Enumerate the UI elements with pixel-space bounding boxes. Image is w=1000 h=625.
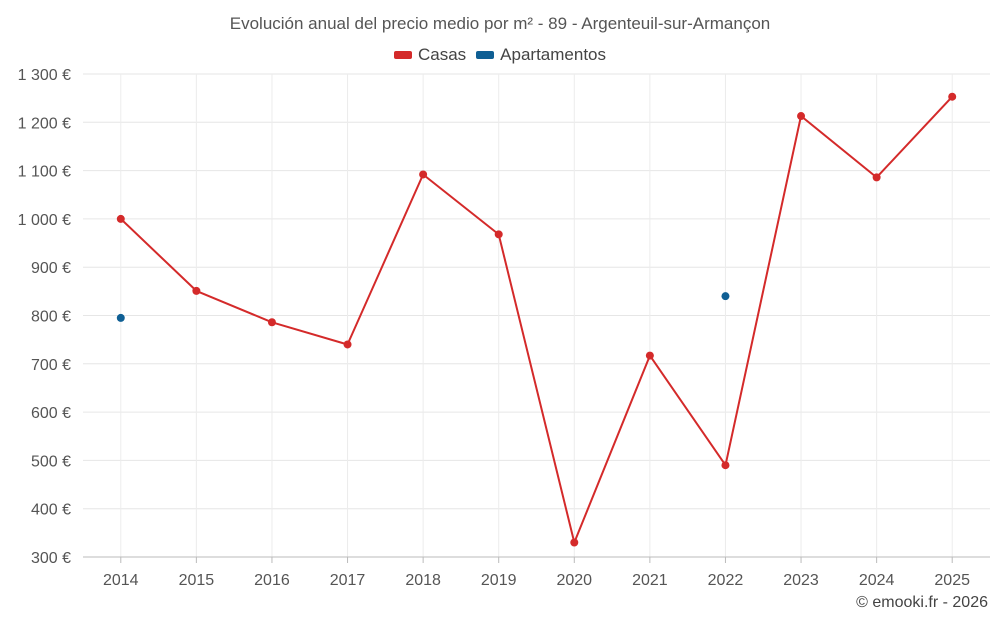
data-point-casas bbox=[192, 286, 201, 295]
series-line-casas bbox=[120, 96, 953, 544]
x-tick-label: 2016 bbox=[254, 572, 290, 589]
y-tick-label: 700 € bbox=[31, 357, 71, 374]
y-tick-label: 1 000 € bbox=[18, 212, 71, 229]
data-point-casas bbox=[419, 170, 428, 179]
y-tick-label: 300 € bbox=[31, 550, 71, 567]
data-point-casas bbox=[570, 538, 579, 547]
credit-text: © emooki.fr - 2026 bbox=[856, 594, 988, 611]
x-tick-label: 2025 bbox=[934, 572, 970, 589]
data-point-casas bbox=[797, 112, 806, 121]
x-tick-label: 2022 bbox=[708, 572, 744, 589]
data-point-casas bbox=[645, 351, 654, 360]
data-point-casas bbox=[267, 318, 276, 327]
data-point-casas bbox=[948, 92, 957, 101]
legend-swatch-casas bbox=[393, 51, 412, 59]
x-tick-label: 2015 bbox=[179, 572, 215, 589]
data-point-casas bbox=[343, 340, 352, 349]
legend-item-apartamentos[interactable]: Apartamentos bbox=[476, 45, 606, 65]
legend-swatch-apartamentos bbox=[476, 51, 495, 59]
data-point-apartamentos bbox=[721, 292, 730, 301]
x-tick-label: 2020 bbox=[556, 572, 592, 589]
y-tick-label: 400 € bbox=[31, 502, 71, 519]
y-tick-label: 900 € bbox=[31, 260, 71, 277]
y-tick-label: 1 300 € bbox=[18, 67, 71, 84]
legend: Casas Apartamentos bbox=[0, 45, 1000, 65]
legend-item-casas[interactable]: Casas bbox=[393, 45, 467, 65]
x-tick-label: 2017 bbox=[330, 572, 366, 589]
x-tick-label: 2018 bbox=[405, 572, 441, 589]
data-point-casas bbox=[872, 173, 881, 182]
x-tick-label: 2014 bbox=[103, 572, 139, 589]
data-point-casas bbox=[116, 214, 125, 223]
data-point-casas bbox=[494, 230, 503, 239]
y-tick-label: 1 100 € bbox=[18, 164, 71, 181]
y-tick-label: 500 € bbox=[31, 453, 71, 470]
x-tick-label: 2019 bbox=[481, 572, 517, 589]
y-tick-label: 800 € bbox=[31, 309, 71, 326]
legend-label-casas: Casas bbox=[417, 45, 467, 64]
data-point-apartamentos bbox=[116, 313, 125, 322]
chart-title: Evolución anual del precio medio por m² … bbox=[229, 14, 771, 33]
x-tick-label: 2021 bbox=[632, 572, 668, 589]
data-point-casas bbox=[721, 461, 730, 470]
y-tick-label: 600 € bbox=[31, 405, 71, 422]
legend-label-apartamentos: Apartamentos bbox=[500, 45, 607, 64]
x-tick-label: 2024 bbox=[859, 572, 895, 589]
x-tick-label: 2023 bbox=[783, 572, 819, 589]
y-tick-label: 1 200 € bbox=[18, 115, 71, 132]
